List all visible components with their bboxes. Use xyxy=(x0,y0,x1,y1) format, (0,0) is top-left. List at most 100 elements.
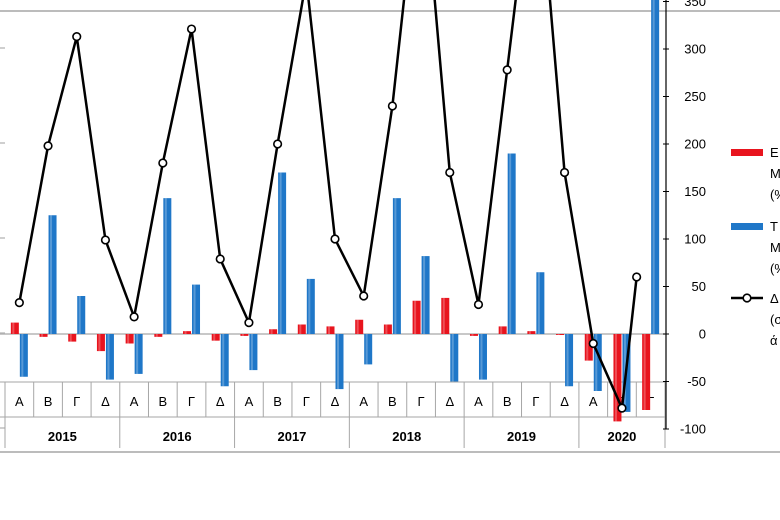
quarter-tick-label: Δ xyxy=(560,394,569,409)
quarter-tick-label: Α xyxy=(15,394,24,409)
bar-series-1 xyxy=(412,300,421,334)
quarter-tick-label: Γ xyxy=(532,394,539,409)
bar-highlight xyxy=(471,334,474,336)
quarter-tick-label: Γ xyxy=(73,394,80,409)
series-line-marker xyxy=(215,254,225,264)
legend-label-series-3: Δ xyxy=(770,291,779,306)
bar-highlight xyxy=(184,331,187,334)
bar-highlight xyxy=(537,272,540,334)
quarter-tick-label: Α xyxy=(359,394,368,409)
series-line-marker xyxy=(244,318,254,328)
bar-series-1 xyxy=(125,334,134,344)
bar-highlight xyxy=(213,334,216,341)
bar-series-2 xyxy=(192,284,201,334)
legend-label-series-3: (σ xyxy=(770,312,780,327)
bar-highlight xyxy=(337,334,339,390)
series-line-marker xyxy=(273,139,283,149)
series-line-marker xyxy=(330,234,340,244)
bar-highlight xyxy=(480,334,483,380)
bar-highlight xyxy=(299,324,302,334)
value-tick-label: 350 xyxy=(684,0,706,9)
bar-series-2 xyxy=(392,198,401,334)
year-tick-label: 2019 xyxy=(507,429,536,444)
bar-highlight xyxy=(528,331,531,334)
legend-swatch-series-2 xyxy=(731,223,763,230)
legend-swatch-marker xyxy=(742,293,752,303)
bar-highlight xyxy=(652,0,655,335)
quarter-tick-label: Β xyxy=(44,394,53,409)
bar-series-1 xyxy=(211,334,220,341)
value-tick-label: 0 xyxy=(699,327,706,342)
series-line-marker xyxy=(186,24,197,34)
bar-series-1 xyxy=(498,326,507,334)
bar-series-2 xyxy=(306,278,315,334)
bar-series-1 xyxy=(326,326,335,334)
bar-series-1 xyxy=(469,334,478,336)
legend-label-series-1: Ε xyxy=(770,145,779,160)
bar-highlight xyxy=(78,296,81,334)
quarter-tick-label: Γ xyxy=(647,394,654,409)
bar-highlight xyxy=(365,334,368,365)
bar-series-2 xyxy=(450,334,459,382)
series-line-marker xyxy=(359,291,369,301)
series-line-marker xyxy=(43,141,53,151)
quarter-tick-label: Α xyxy=(130,394,139,409)
legend-swatch-series-1 xyxy=(731,149,763,156)
bar-highlight xyxy=(164,198,167,334)
bar-highlight xyxy=(193,284,196,334)
bar-highlight xyxy=(614,334,617,422)
year-tick-label: 2018 xyxy=(392,429,421,444)
bar-series-1 xyxy=(584,334,593,361)
series-line-marker xyxy=(473,299,484,310)
series-line-marker xyxy=(14,298,24,308)
legend-label-series-1: (% xyxy=(770,187,780,202)
legend-label-series-2: Μ xyxy=(770,240,780,255)
value-axis: -100-50050100150200250300350400450500550… xyxy=(663,0,706,437)
series-line-marker xyxy=(588,338,598,349)
bar-series-1 xyxy=(10,322,19,334)
series-line-marker xyxy=(100,235,111,245)
bars xyxy=(10,0,660,422)
bar-series-2 xyxy=(48,215,57,334)
bar-series-1 xyxy=(183,331,192,334)
bar-highlight xyxy=(222,334,225,387)
quarter-tick-label: Γ xyxy=(188,394,195,409)
bar-series-1 xyxy=(240,334,249,336)
series-line-marker xyxy=(72,32,82,42)
bar-highlight xyxy=(241,334,244,336)
bar-highlight xyxy=(155,334,158,337)
bar-series-2 xyxy=(19,334,28,377)
bar-series-2 xyxy=(335,334,344,390)
year-tick-label: 2016 xyxy=(163,429,192,444)
bar-highlight xyxy=(270,329,273,334)
quarter-tick-label: Β xyxy=(158,394,167,409)
bar-highlight xyxy=(50,215,53,334)
legend: ΕΜ(%ΤΜ(%Δ(σά xyxy=(731,145,780,348)
bar-highlight xyxy=(385,324,388,334)
bar-highlight xyxy=(586,334,589,361)
bar-series-1 xyxy=(154,334,163,337)
bar-series-2 xyxy=(220,334,229,387)
bar-series-2 xyxy=(278,172,287,334)
bar-highlight xyxy=(12,322,15,334)
series-line-marker xyxy=(158,158,168,168)
legend-label-series-2: Τ xyxy=(770,219,778,234)
quarter-tick-label: Β xyxy=(503,394,512,409)
bar-highlight xyxy=(41,334,44,337)
bar-series-2 xyxy=(421,256,430,334)
quarter-tick-label: Α xyxy=(245,394,254,409)
value-tick-label: 250 xyxy=(684,89,706,104)
bar-highlight xyxy=(394,198,397,334)
bar-series-2 xyxy=(163,198,172,334)
year-tick-label: 2020 xyxy=(607,429,636,444)
year-tick-label: 2017 xyxy=(277,429,306,444)
legend-label-series-2: (% xyxy=(770,261,780,276)
series-line-marker xyxy=(445,167,455,178)
quarter-tick-label: Α xyxy=(589,394,598,409)
bar-highlight xyxy=(414,300,417,334)
quarter-tick-label: Α xyxy=(474,394,483,409)
bar-highlight xyxy=(557,334,560,335)
bar-series-2 xyxy=(651,0,660,335)
bar-series-1 xyxy=(613,334,622,422)
